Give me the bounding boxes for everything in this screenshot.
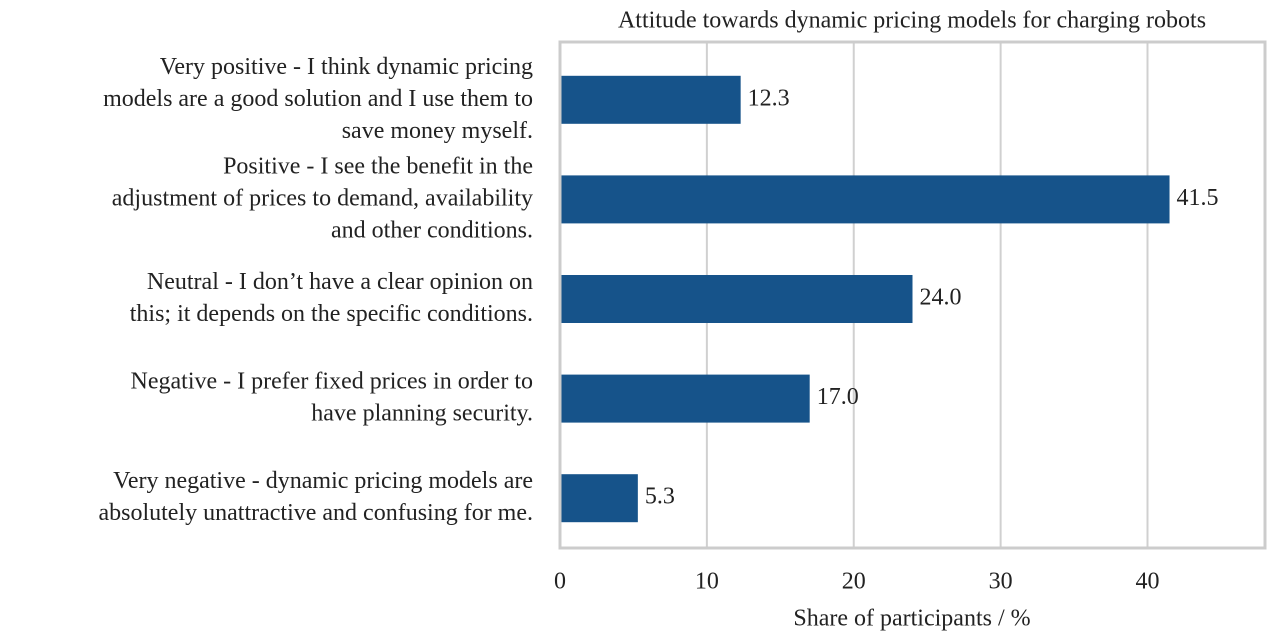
- value-label: 17.0: [817, 384, 859, 410]
- y-tick-label: Positive - I see the benefit in the adjus…: [112, 153, 533, 243]
- x-tick-label: 0: [554, 569, 566, 595]
- value-label: 5.3: [645, 484, 675, 510]
- x-axis-label: Share of participants / %: [793, 606, 1030, 632]
- plot-frame: [558, 40, 1267, 550]
- bar: [560, 474, 638, 523]
- x-tick-label: 30: [989, 569, 1013, 595]
- x-tick-label: 20: [842, 569, 866, 595]
- value-label: 12.3: [748, 85, 790, 111]
- y-tick-label: Negative - I prefer fixed prices in orde…: [131, 368, 533, 426]
- bar: [560, 175, 1170, 224]
- x-tick-label: 10: [695, 569, 719, 595]
- value-label: 41.5: [1177, 185, 1219, 211]
- x-tick-label: 40: [1136, 569, 1160, 595]
- bar: [560, 374, 810, 423]
- value-label: 24.0: [920, 285, 962, 311]
- y-tick-label: Very positive - I think dynamic pricing m…: [103, 53, 533, 143]
- bar: [560, 275, 913, 323]
- y-tick-label: Neutral - I don’t have a clear opinion o…: [130, 269, 533, 327]
- chart-title: Attitude towards dynamic pricing models …: [618, 8, 1206, 34]
- bar: [560, 75, 741, 124]
- y-tick-label: Very negative - dynamic pricing models a…: [98, 468, 533, 526]
